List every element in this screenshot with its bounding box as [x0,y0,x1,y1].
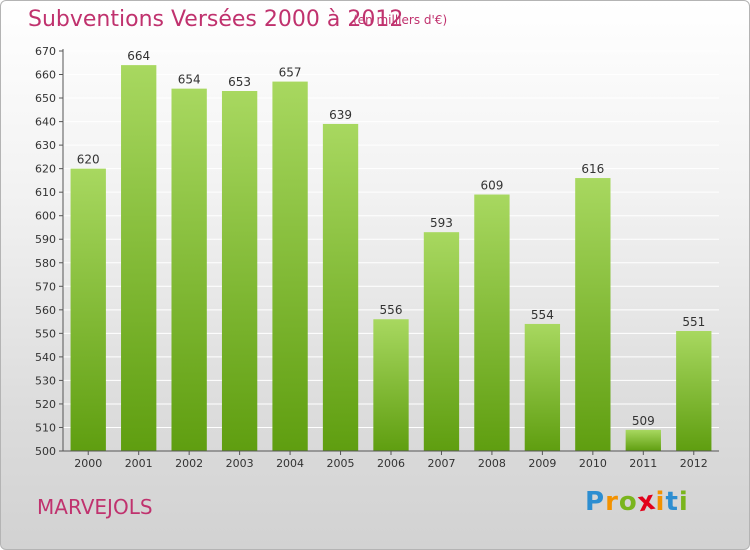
bar-2000 [70,168,106,451]
y-tick-label: 640 [35,116,56,129]
logo-letter: P [585,487,606,517]
y-tick-label: 540 [35,351,56,364]
x-tick-label: 2012 [680,457,708,470]
y-tick-label: 620 [35,163,56,176]
y-tick-label: 670 [35,45,56,58]
x-tick-label: 2002 [175,457,203,470]
x-tick-label: 2007 [427,457,455,470]
y-tick-label: 560 [35,304,56,317]
logo-letter: t [665,487,679,517]
axes [59,49,719,455]
x-tick-label: 2001 [125,457,153,470]
chart-title: Subventions Versées 2000 à 2012 [28,7,404,32]
y-tick-label: 610 [35,186,56,199]
data-label: 609 [480,179,503,193]
bar-2009 [524,323,561,451]
bar-2007 [423,232,460,451]
y-tick-label: 500 [35,445,56,458]
bar-2001 [121,65,157,451]
data-label: 593 [430,216,453,230]
town-name: MARVEJOLS [37,495,153,519]
bar-2005 [322,123,359,452]
x-tick-label: 2000 [74,457,102,470]
data-label: 654 [178,73,201,87]
x-tick-label: 2010 [579,457,607,470]
data-label: 551 [682,315,705,329]
bars [70,65,712,452]
x-tick-label: 2009 [528,457,556,470]
y-tick-label: 510 [35,421,56,434]
y-tick-label: 630 [35,139,56,152]
y-tick-label: 570 [35,280,56,293]
bar-2012 [676,331,712,451]
x-tick-label: 2003 [226,457,254,470]
labels: 500 510 520 530 540 550 560 570 580 590 600 610 620 6… [35,45,708,470]
data-label: 616 [581,162,604,176]
y-tick-label: 580 [35,257,56,270]
logo-letter: r [605,487,619,517]
x-tick-label: 2005 [327,457,355,470]
bar-2011 [625,429,661,451]
proxiti-logo[interactable]: Proxiti [585,486,689,519]
logo-letter: i [655,487,666,517]
y-tick-label: 550 [35,327,56,340]
logo-letter: o [618,487,638,517]
y-tick-label: 660 [35,69,56,82]
x-tick-label: 2011 [629,457,657,470]
chart-subtitle: (en milliers d'€) [353,13,448,27]
y-tick-label: 530 [35,374,56,387]
data-label: 664 [127,49,150,63]
data-label: 639 [329,108,352,122]
y-tick-label: 520 [35,398,56,411]
x-tick-label: 2004 [276,457,304,470]
data-label: 509 [632,414,655,428]
y-tick-label: 650 [35,92,56,105]
bar-2010 [575,178,611,451]
bar-2002 [171,88,207,451]
data-label: 620 [77,153,100,167]
x-tick-label: 2006 [377,457,405,470]
bar-2006 [373,319,409,451]
logo-letter: i [678,487,689,517]
data-label: 653 [228,75,251,89]
bar-2008 [474,194,510,451]
data-label: 554 [531,308,554,322]
bar-2003 [221,91,258,451]
bar-2004 [272,81,308,452]
y-tick-label: 600 [35,210,56,223]
data-label: 556 [380,303,403,317]
y-tick-label: 590 [35,233,56,246]
x-tick-label: 2008 [478,457,506,470]
data-label: 657 [279,66,302,80]
